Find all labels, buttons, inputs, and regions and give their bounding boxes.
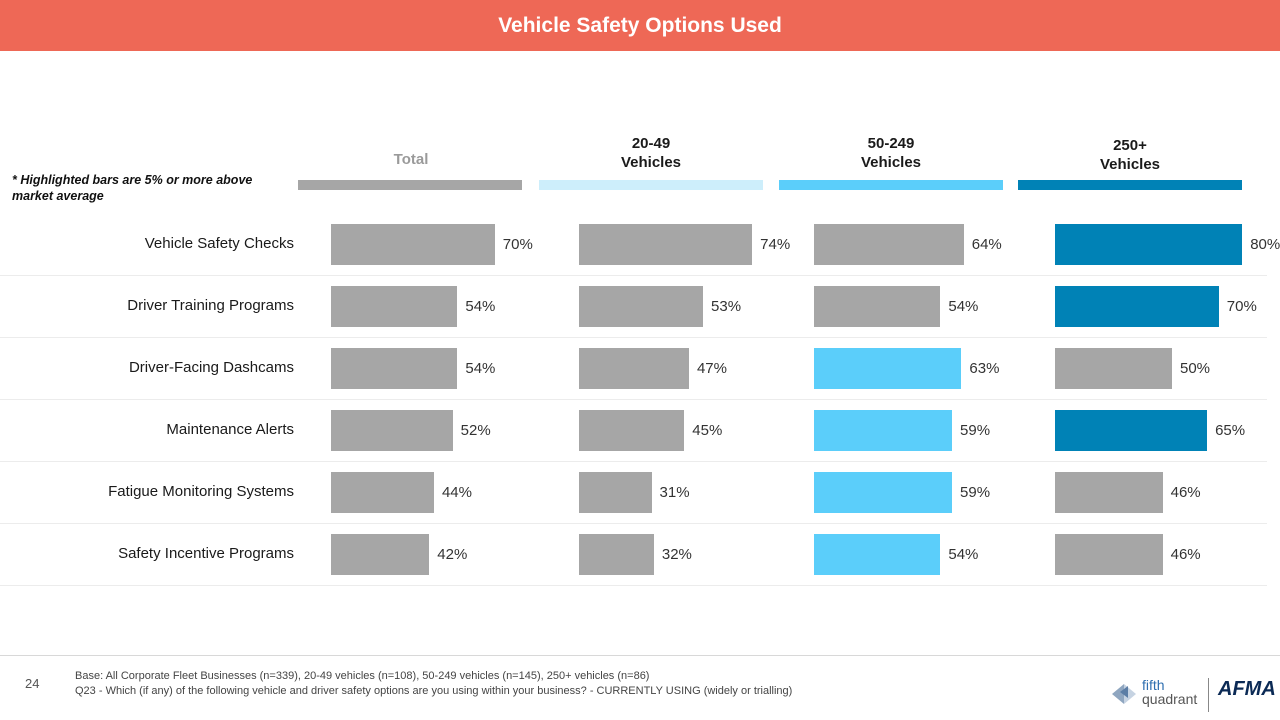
- row-label: Driver-Facing Dashcams: [128, 359, 294, 376]
- bar-value-label: 74%: [760, 236, 791, 253]
- logo-fifth-text: fifth: [1142, 677, 1165, 693]
- afma-logo: AFMA: [1218, 678, 1276, 700]
- row-label: Driver Training Programs: [127, 297, 294, 314]
- bar-value-label: 32%: [661, 546, 692, 563]
- page-title: Vehicle Safety Options Used: [498, 13, 782, 37]
- bar: [1055, 286, 1219, 327]
- col-strip-20-49: [539, 180, 763, 190]
- col-header-50-249: 50-249 Vehicles: [779, 134, 1003, 172]
- bar: [1055, 348, 1172, 389]
- bar: [1055, 534, 1163, 575]
- bar: [579, 410, 685, 451]
- col-header-total-label: Total: [393, 151, 429, 168]
- col-header-50-249-line1: 50-249: [867, 135, 915, 152]
- bar: [331, 348, 458, 389]
- bar: [579, 224, 753, 265]
- row-separator: [0, 523, 1267, 524]
- fifth-quadrant-logo: fifth quadrant: [1110, 676, 1202, 712]
- col-header-20-49-line1: 20-49: [631, 135, 671, 152]
- row-separator: [0, 585, 1267, 586]
- row-label: Safety Incentive Programs: [118, 545, 294, 562]
- bar: [331, 286, 458, 327]
- bar: [814, 348, 962, 389]
- bar-value-label: 63%: [969, 360, 1000, 377]
- row-label: Maintenance Alerts: [166, 421, 294, 438]
- col-strip-total: [298, 180, 522, 190]
- col-header-20-49-line2: Vehicles: [620, 154, 682, 171]
- logo-quadrant-text: quadrant: [1142, 691, 1198, 707]
- bar-value-label: 65%: [1215, 422, 1246, 439]
- footnote-base: Base: All Corporate Fleet Businesses (n=…: [75, 670, 650, 682]
- bar-value-label: 46%: [1170, 484, 1201, 501]
- col-strip-50-249: [779, 180, 1003, 190]
- bar-value-label: 54%: [948, 546, 979, 563]
- bar: [579, 286, 704, 327]
- bar-value-label: 80%: [1250, 236, 1280, 253]
- bar-value-label: 70%: [1226, 298, 1257, 315]
- row-separator: [0, 275, 1267, 276]
- footer-divider: [0, 655, 1280, 656]
- col-header-250-plus-line1: 250+: [1113, 137, 1147, 154]
- bar: [331, 224, 495, 265]
- bar-value-label: 59%: [960, 422, 991, 439]
- col-header-50-249-line2: Vehicles: [860, 154, 922, 171]
- col-header-total: Total: [299, 150, 523, 169]
- bar-value-label: 44%: [441, 484, 472, 501]
- bar: [814, 286, 941, 327]
- footnote-question: Q23 - Which (if any) of the following ve…: [75, 685, 793, 697]
- bar-value-label: 46%: [1170, 546, 1201, 563]
- bar: [331, 534, 430, 575]
- bar: [1055, 410, 1208, 451]
- bar: [814, 224, 964, 265]
- bar: [814, 534, 941, 575]
- fifth-quadrant-wordmark: fifth quadrant: [1142, 678, 1197, 706]
- row-separator: [0, 337, 1267, 338]
- row-separator: [0, 399, 1267, 400]
- bar-value-label: 54%: [465, 360, 496, 377]
- bar-value-label: 59%: [960, 484, 991, 501]
- fifth-quadrant-mark-icon: [1112, 684, 1136, 704]
- bar: [814, 410, 953, 451]
- col-header-250-plus-line2: Vehicles: [1099, 156, 1161, 173]
- title-bar: Vehicle Safety Options Used: [0, 0, 1280, 51]
- bar-value-label: 31%: [659, 484, 690, 501]
- bar: [579, 348, 689, 389]
- bar-value-label: 54%: [948, 298, 979, 315]
- col-header-20-49: 20-49 Vehicles: [539, 134, 763, 172]
- bar: [814, 472, 953, 513]
- bar-value-label: 50%: [1180, 360, 1211, 377]
- bar-value-label: 70%: [502, 236, 533, 253]
- page-number: 24: [25, 676, 40, 691]
- bar-value-label: 52%: [460, 422, 491, 439]
- bar: [331, 410, 453, 451]
- bar: [1055, 224, 1243, 265]
- row-label: Fatigue Monitoring Systems: [108, 483, 294, 500]
- highlight-note: * Highlighted bars are 5% or more above …: [12, 173, 253, 203]
- col-header-250-plus: 250+ Vehicles: [1018, 136, 1242, 174]
- bar-value-label: 64%: [971, 236, 1002, 253]
- logo-divider: [1208, 678, 1209, 712]
- bar: [331, 472, 434, 513]
- bar-value-label: 42%: [437, 546, 468, 563]
- col-strip-250-plus: [1018, 180, 1242, 190]
- bar-value-label: 54%: [465, 298, 496, 315]
- bar: [579, 534, 654, 575]
- bar: [1055, 472, 1163, 513]
- bar-value-label: 45%: [692, 422, 723, 439]
- bar-value-label: 47%: [696, 360, 727, 377]
- row-label: Vehicle Safety Checks: [144, 235, 294, 252]
- row-separator: [0, 461, 1267, 462]
- bar-value-label: 53%: [711, 298, 742, 315]
- bar: [579, 472, 652, 513]
